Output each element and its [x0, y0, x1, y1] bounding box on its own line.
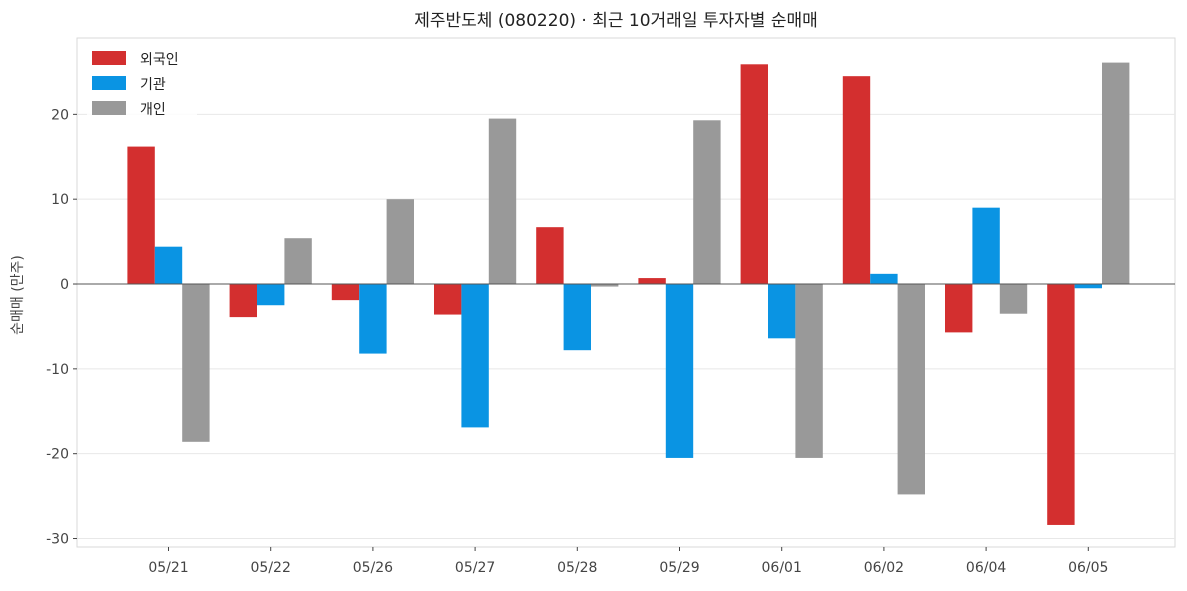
y-tick-label: 20 [51, 107, 69, 123]
plot-area [76, 37, 1176, 548]
bar-institution [257, 284, 285, 306]
x-tick-label: 05/26 [353, 560, 393, 576]
bar-individual [999, 284, 1028, 314]
bars [127, 62, 1130, 525]
bar-foreign [842, 76, 871, 285]
bar-institution [154, 246, 183, 285]
bar-foreign [331, 284, 360, 301]
legend-label-foreign: 외국인 [140, 52, 179, 68]
bar-foreign [127, 146, 155, 285]
y-axis-ticks: 20 10 0 -10 -20 -30 [46, 107, 77, 548]
bar-institution [870, 273, 898, 285]
bar-foreign [229, 284, 257, 318]
bar-institution [768, 284, 796, 339]
bar-institution [359, 284, 387, 354]
legend-swatch-foreign [92, 51, 126, 65]
y-axis-label: 순매매 (만주) [10, 255, 26, 335]
y-tick-label: 0 [60, 277, 69, 293]
y-tick-label: -10 [46, 362, 69, 378]
gridlines [77, 113, 1175, 540]
bar-individual [182, 284, 210, 442]
bar-individual [284, 238, 312, 285]
bar-individual [1102, 62, 1130, 285]
y-tick-label: 10 [51, 192, 69, 208]
bar-foreign [434, 284, 462, 315]
x-tick-label: 05/21 [148, 560, 188, 576]
x-tick-label: 05/22 [251, 560, 291, 576]
x-tick-label: 06/02 [864, 560, 904, 576]
bar-foreign [1047, 284, 1075, 525]
legend-swatch-individual [92, 101, 126, 115]
x-tick-label: 06/04 [966, 560, 1006, 576]
x-tick-label: 06/05 [1068, 560, 1108, 576]
legend-label-individual: 개인 [140, 102, 166, 118]
bar-individual [693, 120, 721, 285]
bar-individual [591, 284, 619, 287]
x-axis-ticks: 05/21 05/22 05/26 05/27 05/28 05/29 06/01 06/02… [148, 547, 1108, 576]
legend-swatch-institution [92, 76, 126, 90]
legend-label-institution: 기관 [140, 77, 166, 93]
chart-title: 제주반도체 (080220) · 최근 10거래일 투자자별 순매매 [414, 11, 818, 31]
y-tick-label: -20 [46, 447, 69, 463]
bar-individual [488, 118, 517, 285]
x-tick-label: 06/01 [762, 560, 802, 576]
x-tick-label: 05/29 [659, 560, 699, 576]
bar-individual [386, 199, 414, 285]
bar-institution [665, 284, 694, 458]
legend: 외국인 기관 개인 [87, 44, 197, 124]
bar-foreign [740, 64, 768, 285]
x-tick-label: 05/28 [557, 560, 597, 576]
bar-foreign [638, 278, 666, 285]
y-tick-label: -30 [46, 532, 69, 548]
bar-institution [972, 207, 1000, 285]
x-tick-label: 05/27 [455, 560, 495, 576]
bar-institution [563, 284, 591, 351]
bar-individual [897, 284, 925, 495]
bar-foreign [536, 227, 564, 285]
bar-institution [461, 284, 489, 428]
bar-institution [1074, 284, 1102, 289]
bar-foreign [945, 284, 973, 333]
bar-individual [795, 284, 823, 458]
